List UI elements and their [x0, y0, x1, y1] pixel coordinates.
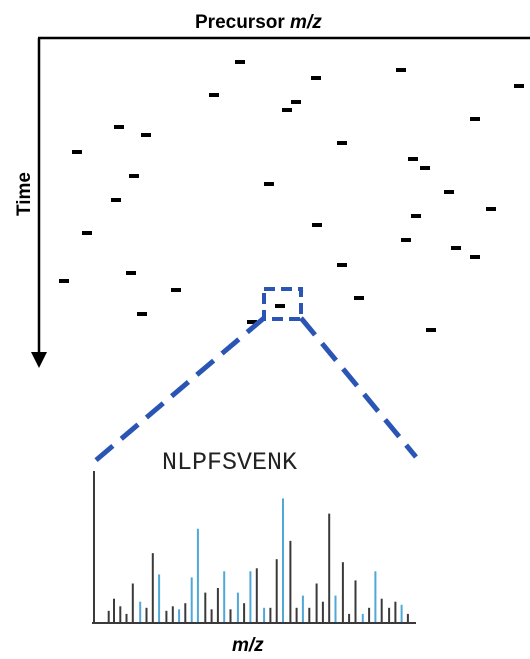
precursor-feature [401, 238, 411, 242]
precursor-feature [312, 223, 322, 227]
precursor-feature [72, 150, 82, 154]
precursor-feature [470, 117, 480, 121]
precursor-feature [291, 100, 301, 104]
precursor-feature [141, 133, 151, 137]
precursor-feature [275, 304, 285, 308]
precursor-feature [486, 207, 496, 211]
precursor-feature [111, 198, 121, 202]
zoom-line-left [93, 316, 266, 463]
precursor-feature [137, 312, 147, 316]
precursor-feature [59, 279, 69, 283]
precursor-feature [470, 255, 480, 259]
precursor-feature [247, 320, 257, 324]
x-axis-title: Precursor m/z [195, 12, 322, 33]
precursor-feature [337, 141, 347, 145]
precursor-features [59, 60, 524, 332]
precursor-feature [354, 296, 364, 300]
ms2-spectrum: NLPFSVENK m/z [92, 448, 416, 656]
precursor-feature [420, 166, 430, 170]
precursor-feature [408, 157, 418, 161]
precursor-feature [444, 190, 454, 194]
selected-feature-zoom-box [262, 287, 303, 321]
spectrum-x-axis-title: m/z [232, 635, 264, 656]
precursor-feature [411, 214, 421, 218]
precursor-feature [396, 68, 406, 72]
y-axis-arrowhead [31, 352, 47, 368]
precursor-feature [209, 93, 219, 97]
precursor-feature [114, 125, 124, 129]
y-axis-title: Time [14, 172, 35, 216]
precursor-feature [129, 174, 139, 178]
precursor-feature [451, 246, 461, 250]
precursor-feature [514, 84, 524, 88]
precursor-feature [171, 288, 181, 292]
precursor-feature [126, 271, 136, 275]
precursor-feature [311, 76, 321, 80]
precursor-feature [82, 231, 92, 235]
peptide-sequence-label: NLPFSVENK [162, 448, 297, 477]
precursor-feature [282, 108, 292, 112]
precursor-feature [264, 182, 274, 186]
spectrum-peaks [93, 471, 409, 623]
precursor-map: Precursor m/z Time [14, 12, 530, 368]
precursor-feature [235, 60, 245, 64]
precursor-feature [426, 328, 436, 332]
precursor-feature [337, 263, 347, 267]
zoom-line-right [299, 316, 418, 459]
